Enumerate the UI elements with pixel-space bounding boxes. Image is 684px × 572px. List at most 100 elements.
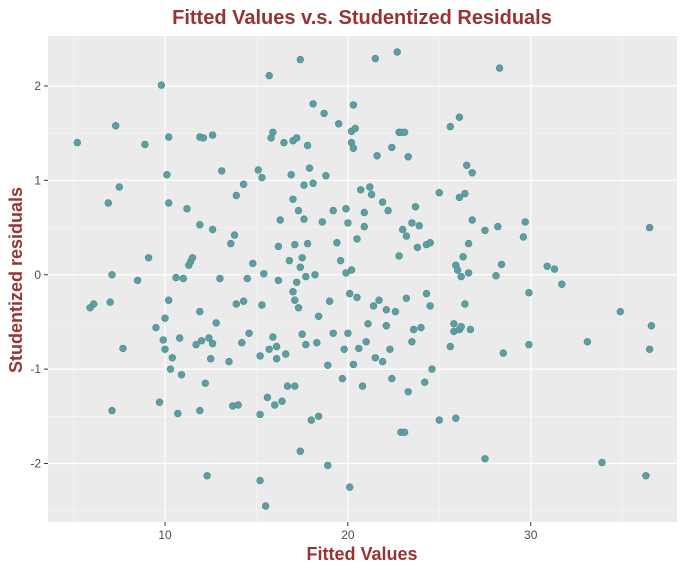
data-point xyxy=(201,379,210,387)
data-point xyxy=(212,319,220,327)
data-point xyxy=(258,173,266,182)
data-point xyxy=(307,416,315,424)
plot-panel xyxy=(48,36,677,522)
data-point xyxy=(386,345,394,353)
data-point xyxy=(353,293,361,302)
data-point xyxy=(254,166,262,174)
data-point xyxy=(410,325,418,334)
data-point xyxy=(616,307,624,316)
data-point xyxy=(642,472,650,480)
data-point xyxy=(296,55,304,64)
data-point xyxy=(245,329,253,337)
data-point xyxy=(364,320,372,328)
data-point xyxy=(338,374,347,383)
data-point xyxy=(459,253,467,261)
data-point xyxy=(108,406,116,415)
data-point xyxy=(303,141,312,150)
data-point xyxy=(468,216,476,224)
data-point xyxy=(453,266,462,274)
data-point xyxy=(141,140,149,149)
data-point xyxy=(322,172,330,180)
data-point xyxy=(239,297,248,305)
data-point xyxy=(349,144,358,153)
data-point xyxy=(234,401,242,409)
data-point xyxy=(329,206,337,215)
data-point xyxy=(355,344,363,353)
data-point xyxy=(243,274,252,283)
data-point xyxy=(402,232,411,240)
data-point xyxy=(583,338,592,346)
y-tick-label: 1 xyxy=(34,173,41,187)
data-point xyxy=(269,128,277,137)
data-point xyxy=(232,191,241,200)
data-point xyxy=(371,54,379,63)
data-point xyxy=(344,329,352,337)
data-point xyxy=(309,100,317,108)
data-point xyxy=(177,371,186,379)
data-point xyxy=(249,259,257,268)
data-point xyxy=(457,272,465,281)
data-point xyxy=(314,312,323,320)
data-point xyxy=(521,218,529,226)
data-point xyxy=(362,338,370,346)
data-point xyxy=(598,458,606,467)
data-point xyxy=(466,325,475,334)
chart-title: Fitted Values v.s. Studentized Residuals xyxy=(172,7,552,29)
data-point xyxy=(463,161,471,170)
data-point xyxy=(435,416,443,424)
data-point xyxy=(300,215,308,223)
x-tick-label: 20 xyxy=(341,528,355,542)
data-point xyxy=(291,296,299,304)
data-point xyxy=(104,199,113,207)
y-tick-label: -1 xyxy=(30,362,41,376)
data-point xyxy=(256,352,264,360)
data-point xyxy=(402,294,411,302)
data-point xyxy=(230,231,239,239)
data-point xyxy=(179,274,188,283)
x-axis: 10 20 30 xyxy=(158,522,538,542)
data-point xyxy=(351,124,359,133)
data-point xyxy=(525,340,533,349)
data-point xyxy=(461,300,469,308)
data-point xyxy=(298,330,306,338)
data-point xyxy=(238,339,246,347)
data-point xyxy=(263,393,272,402)
data-point xyxy=(499,349,507,357)
data-point xyxy=(285,256,294,265)
data-point xyxy=(282,350,290,358)
data-point xyxy=(108,271,116,279)
data-point xyxy=(165,199,173,207)
data-point xyxy=(216,274,224,283)
data-point xyxy=(550,265,559,273)
data-point xyxy=(111,121,120,130)
data-point xyxy=(271,401,279,409)
data-point xyxy=(320,109,328,118)
data-point xyxy=(450,320,458,328)
data-point xyxy=(291,382,299,390)
data-point xyxy=(378,198,387,206)
data-point xyxy=(393,48,401,56)
data-point xyxy=(293,278,301,286)
data-point xyxy=(344,219,352,227)
data-point xyxy=(73,138,82,147)
data-point xyxy=(274,276,283,285)
data-point xyxy=(369,302,378,310)
data-point xyxy=(435,189,443,197)
data-point xyxy=(269,333,277,341)
data-point xyxy=(208,339,217,348)
data-point xyxy=(293,134,301,142)
data-point xyxy=(346,289,354,298)
data-point xyxy=(199,134,208,142)
data-point xyxy=(360,208,368,217)
data-point xyxy=(174,409,182,418)
data-point xyxy=(289,288,297,296)
data-point xyxy=(455,193,464,202)
data-point xyxy=(168,354,177,362)
data-point xyxy=(558,280,566,288)
data-point xyxy=(382,322,390,330)
data-point xyxy=(347,266,356,274)
data-point xyxy=(421,378,429,386)
data-point xyxy=(256,476,264,485)
data-point xyxy=(265,345,273,353)
